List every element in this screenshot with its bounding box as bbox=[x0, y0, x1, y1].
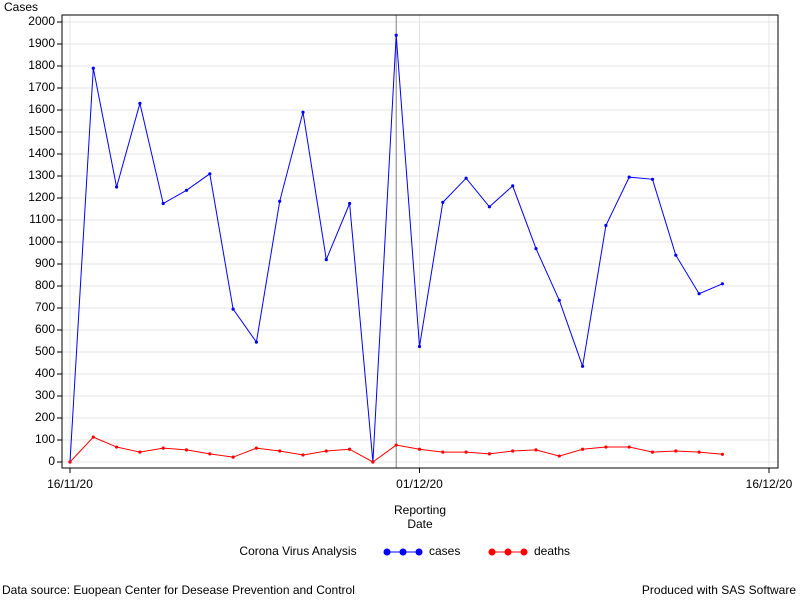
data-point bbox=[348, 447, 352, 451]
data-point bbox=[115, 445, 119, 449]
data-point bbox=[464, 176, 468, 180]
data-point bbox=[278, 199, 282, 203]
y-tick-label: 200 bbox=[35, 410, 55, 424]
y-tick-label: 900 bbox=[35, 256, 55, 270]
y-tick-label: 1600 bbox=[28, 102, 55, 116]
y-tick-label: 400 bbox=[35, 366, 55, 380]
y-tick-label: 1200 bbox=[28, 190, 55, 204]
data-point bbox=[511, 184, 515, 188]
data-point bbox=[184, 448, 189, 452]
data-point bbox=[231, 307, 235, 311]
data-point bbox=[650, 177, 655, 181]
legend-marker bbox=[504, 548, 512, 556]
data-point bbox=[138, 101, 142, 105]
legend-marker bbox=[415, 548, 423, 556]
data-point bbox=[208, 172, 212, 176]
y-tick-label: 0 bbox=[48, 454, 55, 468]
x-tick-label: 16/11/20 bbox=[47, 477, 93, 491]
x-tick-label: 16/12/20 bbox=[746, 477, 793, 491]
data-point bbox=[324, 449, 328, 453]
y-tick-label: 1800 bbox=[28, 58, 55, 72]
legend-title: Corona Virus Analysis bbox=[239, 544, 356, 558]
data-point bbox=[674, 253, 678, 257]
data-point bbox=[254, 340, 258, 344]
data-point bbox=[417, 447, 422, 451]
legend-label: deaths bbox=[534, 544, 570, 558]
data-point bbox=[394, 33, 398, 37]
data-point bbox=[91, 66, 95, 70]
data-point bbox=[138, 450, 142, 454]
legend-label: cases bbox=[429, 544, 460, 558]
data-point bbox=[674, 449, 678, 453]
footnote: Produced with SAS Software bbox=[642, 583, 796, 597]
legend-marker bbox=[488, 548, 496, 556]
data-point bbox=[534, 247, 538, 251]
data-point bbox=[301, 453, 305, 457]
data-point bbox=[627, 445, 631, 449]
data-point bbox=[604, 223, 608, 228]
data-point bbox=[278, 449, 282, 453]
data-point bbox=[417, 344, 422, 349]
y-tick-label: 300 bbox=[35, 388, 55, 402]
y-tick-label: 800 bbox=[35, 278, 55, 292]
data-point bbox=[511, 449, 515, 453]
y-tick-label: 2000 bbox=[28, 14, 55, 28]
data-point bbox=[68, 460, 72, 464]
legend-marker bbox=[520, 548, 528, 556]
legend-item: cases bbox=[383, 544, 460, 558]
data-point bbox=[394, 443, 398, 447]
data-point bbox=[487, 452, 491, 456]
data-point bbox=[627, 175, 631, 179]
x-axis-label: Date bbox=[407, 517, 433, 531]
legend-marker bbox=[399, 548, 407, 556]
data-point bbox=[534, 448, 538, 452]
data-point bbox=[697, 292, 701, 296]
legend-marker bbox=[383, 548, 391, 556]
y-tick-label: 100 bbox=[35, 432, 55, 446]
data-point bbox=[464, 450, 468, 454]
data-point bbox=[161, 201, 165, 206]
data-point bbox=[441, 200, 445, 204]
data-point bbox=[91, 435, 95, 439]
data-point bbox=[557, 298, 561, 302]
data-point bbox=[115, 185, 119, 189]
data-point bbox=[581, 447, 585, 451]
y-tick-label: 600 bbox=[35, 322, 55, 336]
data-point bbox=[581, 364, 585, 368]
data-point bbox=[301, 110, 305, 114]
data-point bbox=[254, 446, 258, 450]
plot-frame bbox=[61, 14, 779, 469]
y-tick-label: 1000 bbox=[28, 234, 55, 248]
y-axis-label: Cases bbox=[4, 0, 38, 14]
legend-item: deaths bbox=[488, 544, 570, 558]
data-point bbox=[231, 455, 235, 459]
y-tick-label: 1900 bbox=[28, 36, 55, 50]
data-point bbox=[324, 258, 328, 262]
data-point bbox=[720, 452, 725, 456]
x-tick-label: 01/12/20 bbox=[396, 477, 443, 491]
data-point bbox=[697, 450, 701, 454]
data-point bbox=[348, 201, 352, 206]
data-point bbox=[161, 446, 165, 450]
y-tick-label: 1400 bbox=[28, 146, 55, 160]
y-tick-label: 1700 bbox=[28, 80, 55, 94]
data-point bbox=[604, 445, 608, 449]
data-point bbox=[184, 188, 189, 192]
data-point bbox=[650, 450, 655, 454]
y-tick-label: 500 bbox=[35, 344, 55, 358]
x-axis-label: Reporting bbox=[394, 503, 446, 517]
y-tick-label: 700 bbox=[35, 300, 55, 314]
y-tick-label: 1300 bbox=[28, 168, 55, 182]
footnote: Data source: Euopean Center for Desease … bbox=[2, 583, 355, 597]
data-point bbox=[487, 205, 491, 209]
data-point bbox=[441, 450, 445, 454]
data-point bbox=[557, 454, 561, 458]
y-tick-label: 1500 bbox=[28, 124, 55, 138]
data-point bbox=[371, 460, 375, 464]
data-point bbox=[720, 282, 725, 286]
y-tick-label: 1100 bbox=[29, 212, 55, 226]
data-point bbox=[208, 452, 212, 456]
